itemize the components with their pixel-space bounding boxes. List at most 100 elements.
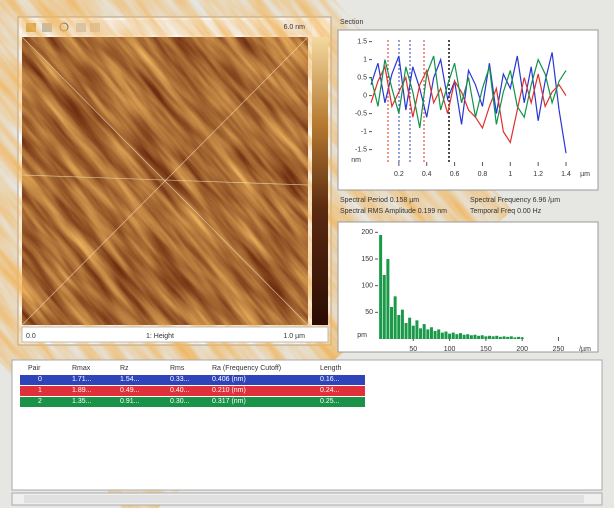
table-cell: 0.406 (nm) [212, 375, 246, 385]
x-tick-label: 0.6 [450, 171, 460, 178]
x-tick-label: 1 [508, 171, 512, 178]
image-footer [22, 327, 328, 342]
y-tick-label: 0 [363, 92, 367, 99]
table-cell: 0.30... [170, 397, 189, 407]
y-tick-label: 0.5 [357, 74, 367, 81]
table-cell: 0.16... [320, 375, 339, 385]
spectrum-bar [499, 337, 502, 339]
spectrum-bar [426, 329, 429, 339]
table-cell: 0.317 (nm) [212, 397, 246, 407]
spectrum-bar [459, 333, 462, 339]
header-cell: Rms [170, 364, 184, 374]
y-tick-label: -1 [361, 128, 367, 135]
spectrum-bar [470, 335, 473, 339]
color-bar [312, 37, 328, 325]
spectrum-bar [452, 333, 455, 339]
x-tick-label: 1.2 [533, 171, 543, 178]
spectrum-bar [488, 336, 491, 339]
header-cell: Pair [28, 364, 40, 374]
spectrum-bar [401, 310, 404, 339]
spectrum-bar [477, 336, 480, 339]
spectral-period: Spectral Period 0.158 µm [340, 197, 419, 204]
x-tick-label: 250 [553, 346, 565, 353]
x-tick-label: 50 [409, 346, 417, 353]
section-title: Section [340, 19, 363, 26]
table-cell: 0.91... [120, 397, 139, 407]
y-tick-label: 150 [361, 256, 373, 263]
header-cell: Rmax [72, 364, 90, 374]
header-cell: Rz [120, 364, 129, 374]
spectrum-bar [513, 337, 516, 339]
table-cell: 2 [38, 397, 42, 407]
x-unit: µm [580, 171, 590, 178]
y-unit: pm [357, 332, 367, 339]
spectrum-bar [434, 331, 437, 339]
y-tick-label: 1 [363, 56, 367, 63]
scroll-thumb[interactable] [24, 495, 584, 503]
spectrum-bar [481, 335, 484, 339]
spectrum-bar [412, 326, 415, 339]
header-cell: Length [320, 364, 341, 374]
temporal-freq: Temporal Freq 0.00 Hz [470, 208, 542, 215]
spectrum-bar [386, 259, 389, 339]
y-tick-label: 50 [365, 309, 373, 316]
spectrum-bar [444, 332, 447, 339]
table-cell: 1.89... [72, 386, 91, 396]
table-cell: 0.25... [320, 397, 339, 407]
table-cell: 1.71... [72, 375, 91, 385]
x-tick-label: 0.2 [394, 171, 404, 178]
x-unit: /µm [579, 346, 591, 353]
spectrum-bar [484, 336, 487, 339]
spectrum-bar [506, 337, 509, 339]
spectrum-bar [397, 315, 400, 339]
x-tick-label: 100 [444, 346, 456, 353]
x-start: 0.0 [26, 333, 36, 340]
main-canvas: 6.0 nm 0.0 1: Height 1.0 µm Section Spec… [0, 0, 614, 508]
table-cell: 0.40... [170, 386, 189, 396]
header-cell: Ra (Frequency Cutoff) [212, 364, 281, 374]
y-tick-label: 200 [361, 229, 373, 236]
channel: 1: Height [146, 333, 174, 340]
y-tick-label: 100 [361, 283, 373, 290]
table-cell: 0 [38, 375, 42, 385]
scale-max: 6.0 nm [284, 24, 306, 31]
spectral-frequency: Spectral Frequency 6.96 /µm [470, 197, 560, 204]
table-cell: 0.24... [320, 386, 339, 396]
spectrum-plot [338, 222, 598, 352]
spectrum-bar [408, 318, 411, 339]
spectrum-bar [390, 307, 393, 339]
x-end: 1.0 µm [283, 333, 305, 340]
table-cell: 1 [38, 386, 42, 396]
spectrum-bar [510, 336, 513, 339]
spectrum-bar [383, 275, 386, 339]
y-tick-label: 1.5 [357, 38, 367, 45]
spectrum-bar [423, 324, 426, 339]
spectrum-bar [503, 336, 506, 339]
y-tick-label: -1.5 [355, 146, 367, 153]
x-tick-label: 1.4 [561, 171, 571, 178]
spectrum-bar [474, 335, 477, 339]
spectrum-bar [517, 337, 520, 339]
spectrum-bar [405, 323, 408, 339]
spectrum-bar [419, 328, 422, 339]
x-tick-label: 0.8 [478, 171, 488, 178]
table-cell: 0.49... [120, 386, 139, 396]
spectrum-bar [521, 337, 524, 339]
app-window: 6.0 nm 0.0 1: Height 1.0 µm Section Spec… [0, 0, 614, 508]
y-unit: nm [351, 157, 361, 164]
spectrum-bar [495, 336, 498, 339]
table-cell: 1.54... [120, 375, 139, 385]
spectrum-bar [394, 296, 397, 339]
spectrum-bar [430, 327, 433, 339]
spectrum-bar [492, 336, 495, 339]
spectrum-bar [379, 235, 382, 339]
spectrum-bar [415, 320, 418, 339]
x-tick-label: 150 [480, 346, 492, 353]
spectrum-bar [455, 334, 458, 339]
rms-amplitude: Spectral RMS Amplitude 0.199 nm [340, 208, 447, 215]
spectrum-bar [448, 334, 451, 339]
spectrum-bar [437, 329, 440, 339]
y-tick-label: -0.5 [355, 110, 367, 117]
x-tick-label: 0.4 [422, 171, 432, 178]
table-cell: 1.35... [72, 397, 91, 407]
